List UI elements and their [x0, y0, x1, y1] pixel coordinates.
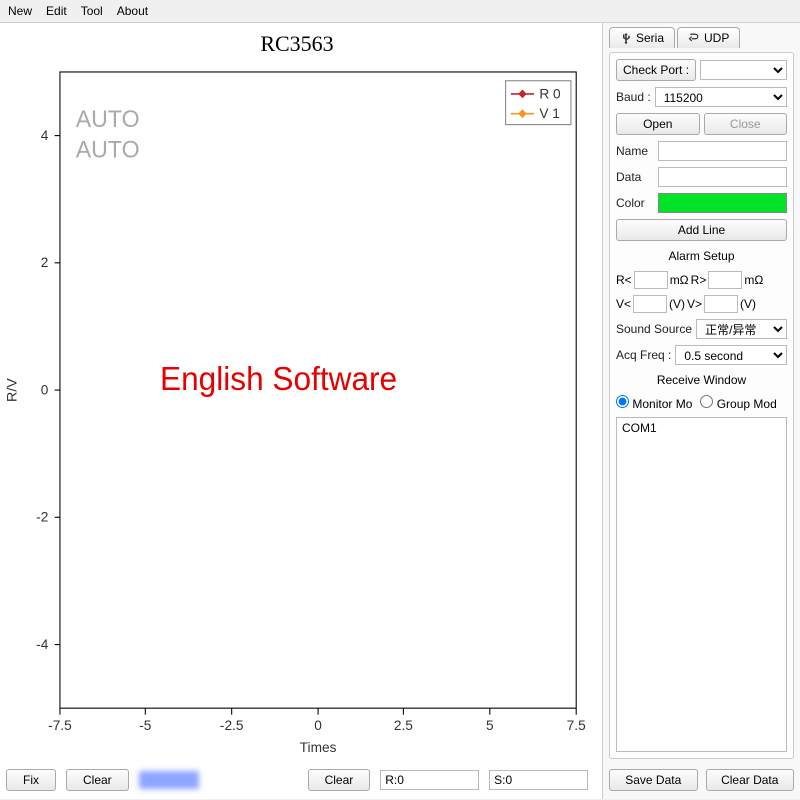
r-lt-label: R< [616, 273, 632, 287]
y-label: R/V [4, 377, 20, 401]
x-label: Times [300, 739, 337, 755]
close-button[interactable]: Close [704, 113, 788, 135]
svg-text:-2: -2 [36, 508, 48, 524]
r-unit-2: mΩ [744, 273, 763, 287]
fix-button[interactable]: Fix [6, 769, 56, 791]
color-label: Color [616, 196, 654, 210]
svg-text:7.5: 7.5 [567, 717, 586, 733]
r-unit-1: mΩ [670, 273, 689, 287]
monitor-radio[interactable]: Monitor Mo [616, 395, 692, 411]
acq-label: Acq Freq : [616, 348, 671, 362]
com-list[interactable]: COM1 [616, 417, 787, 752]
group-radio[interactable]: Group Mod [700, 395, 776, 411]
clear-button-2[interactable]: Clear [308, 769, 371, 791]
clear-data-button[interactable]: Clear Data [706, 769, 795, 791]
v-lt-label: V< [616, 297, 631, 311]
acq-select[interactable]: 0.5 second [675, 345, 787, 365]
name-label: Name [616, 144, 654, 158]
v-unit-2: (V) [740, 297, 756, 311]
data-label: Data [616, 170, 654, 184]
chart-title: RC3563 [2, 29, 592, 61]
menu-new[interactable]: New [8, 4, 32, 18]
baud-select[interactable]: 115200 [655, 87, 787, 107]
data-input[interactable] [658, 167, 787, 187]
v-lt-input[interactable] [633, 295, 667, 313]
r-lt-input[interactable] [634, 271, 668, 289]
v-gt-input[interactable] [704, 295, 738, 313]
r-gt-label: R> [691, 273, 707, 287]
chart-area: 4 2 0 -2 -4 -7.5 -5 -2.5 0 2.5 5 7.5 Tim… [2, 61, 592, 763]
svg-text:2.5: 2.5 [394, 717, 413, 733]
redacted-area [139, 771, 199, 789]
baud-label: Baud : [616, 90, 651, 104]
save-data-button[interactable]: Save Data [609, 769, 698, 791]
open-button[interactable]: Open [616, 113, 700, 135]
menu-bar: New Edit Tool About [0, 0, 800, 23]
x-axis: -7.5 -5 -2.5 0 2.5 5 7.5 [48, 708, 586, 733]
alarm-title: Alarm Setup [616, 247, 787, 265]
watermark-text: English Software [160, 360, 397, 397]
y-axis: 4 2 0 -2 -4 [36, 127, 60, 652]
menu-tool[interactable]: Tool [81, 4, 103, 18]
recv-title: Receive Window [616, 371, 787, 389]
s-field[interactable] [489, 770, 588, 790]
tab-serial[interactable]: Seria [609, 27, 675, 48]
udp-icon [688, 32, 700, 44]
sound-label: Sound Source [616, 322, 692, 336]
sidebar: Seria UDP Check Port : Baud : 115200 Ope… [602, 23, 800, 799]
add-line-button[interactable]: Add Line [616, 219, 787, 241]
port-select[interactable] [700, 60, 787, 80]
sound-select[interactable]: 正常/异常 [696, 319, 787, 339]
auto-label-1: AUTO [76, 106, 140, 133]
svg-text:-5: -5 [139, 717, 151, 733]
legend: R 0 V 1 [506, 81, 571, 125]
r-gt-input[interactable] [708, 271, 742, 289]
svg-text:-2.5: -2.5 [220, 717, 244, 733]
svg-text:0: 0 [41, 381, 49, 397]
bottom-toolbar: Fix Clear Clear [2, 763, 592, 791]
svg-text:4: 4 [41, 127, 49, 143]
svg-text:R 0: R 0 [539, 85, 561, 101]
color-swatch[interactable] [658, 193, 787, 213]
usb-icon [620, 32, 632, 44]
svg-text:0: 0 [314, 717, 322, 733]
svg-text:-4: -4 [36, 636, 48, 652]
check-port-button[interactable]: Check Port : [616, 59, 696, 81]
menu-about[interactable]: About [117, 4, 148, 18]
tab-udp[interactable]: UDP [677, 27, 740, 48]
r-field[interactable] [380, 770, 479, 790]
v-unit-1: (V) [669, 297, 685, 311]
svg-text:-7.5: -7.5 [48, 717, 72, 733]
v-gt-label: V> [687, 297, 702, 311]
svg-text:2: 2 [41, 254, 49, 270]
svg-text:5: 5 [486, 717, 494, 733]
menu-edit[interactable]: Edit [46, 4, 67, 18]
svg-text:V 1: V 1 [539, 105, 560, 121]
clear-button-1[interactable]: Clear [66, 769, 129, 791]
name-input[interactable] [658, 141, 787, 161]
auto-label-2: AUTO [76, 137, 140, 164]
